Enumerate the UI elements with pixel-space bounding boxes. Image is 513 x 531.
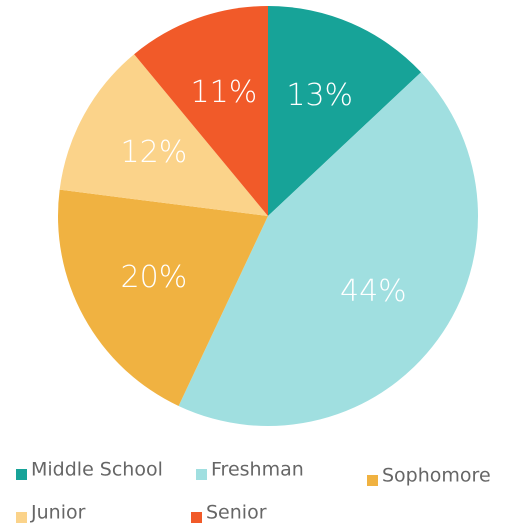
legend-label: Junior [30,502,86,524]
legend-swatch [191,512,202,523]
pie-slice [134,5,268,216]
legend-label: Senior [206,502,267,524]
legend-label: Freshman [211,459,304,481]
legend-label: Middle School [31,459,163,481]
legend-swatch [196,469,207,480]
value-label: 12% [121,135,188,170]
legend-swatch [367,475,378,486]
pie-slice [268,6,422,216]
value-label: 44% [340,274,407,309]
pie-slice [178,72,479,427]
value-label: 11% [191,75,258,110]
legend-swatch [16,512,27,523]
pie-slice [59,54,268,217]
legend-swatch [16,469,27,480]
legend-label: Sophomore [382,465,491,487]
value-label: 13% [286,78,353,113]
value-label: 20% [121,260,188,295]
pie-slice [57,189,269,407]
